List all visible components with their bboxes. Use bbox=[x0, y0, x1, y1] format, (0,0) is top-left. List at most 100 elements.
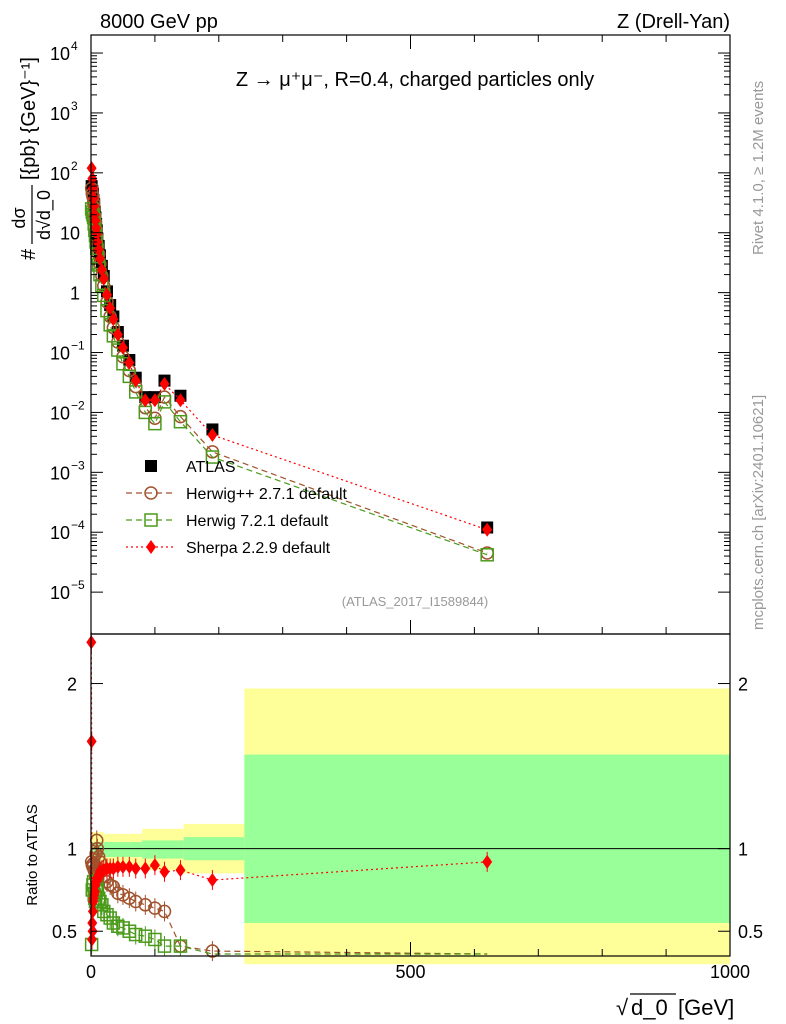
main-ytick-exp-2: −3 bbox=[71, 458, 85, 472]
ylabel-bottom: Ratio to ATLAS bbox=[24, 804, 41, 905]
header-left: 8000 GeV pp bbox=[100, 11, 218, 33]
analysis-watermark: (ATLAS_2017_I1589844) bbox=[342, 594, 488, 609]
ratio-point-herwig-2-7-1-default-10 bbox=[91, 850, 106, 864]
ylabel-prefix: # bbox=[18, 248, 40, 260]
ratio-band-inner-2 bbox=[142, 840, 184, 859]
legend-marker-3 bbox=[146, 540, 156, 554]
ratio-point-herwig-7-2-1-default-20 bbox=[128, 927, 143, 942]
ratio-point-herwig-2-7-1-default-20 bbox=[128, 894, 143, 909]
ratio-point-herwig-2-7-1-default-23 bbox=[157, 904, 172, 919]
ratio-ytick-label-left-0: 0.5 bbox=[52, 922, 77, 942]
ratio-point-herwig-7-2-1-default-15 bbox=[103, 911, 117, 925]
main-point-herwig-7-2-1-default-25 bbox=[205, 450, 220, 464]
main-ytick-label-1: 10 bbox=[50, 523, 70, 543]
main-ytick-label-8: 10 bbox=[50, 104, 70, 124]
ratio-point-sherpa-2-2-9-default-21 bbox=[112, 859, 123, 874]
ratio-band-inner-1 bbox=[103, 842, 143, 857]
ylabel-denominator: d√d_0 bbox=[34, 190, 55, 240]
ratio-point-herwig-2-7-1-default-22 bbox=[148, 901, 162, 915]
ratio-point-sherpa-2-2-9-default-22 bbox=[117, 859, 128, 874]
ratio-ytick-label-right-1: 1 bbox=[738, 840, 748, 860]
ratio-ytick-label-left-1: 1 bbox=[67, 840, 77, 860]
main-ytick-exp-0: −5 bbox=[71, 578, 85, 592]
ratio-point-herwig-7-2-1-default-16 bbox=[106, 916, 121, 930]
xtick-label-2: 1000 bbox=[710, 962, 750, 982]
main-ytick-label-0: 10 bbox=[50, 583, 70, 603]
ratio-band-inner-4 bbox=[244, 754, 731, 923]
ratio-point-sherpa-2-2-9-default-1 bbox=[86, 734, 97, 749]
rivet-label: Rivet 4.1.0, ≥ 1.2M events bbox=[750, 81, 767, 255]
main-point-herwig-2-7-1-default-25 bbox=[205, 445, 220, 459]
ylabel-suffix: [{pb} {GeV}⁻¹] bbox=[18, 57, 40, 180]
main-point-sherpa-2-2-9-default-11 bbox=[94, 251, 105, 266]
ratio-point-herwig-2-7-1-default-21 bbox=[138, 898, 153, 912]
ratio-point-sherpa-2-2-9-default-23 bbox=[124, 859, 135, 874]
xlabel-unit: [GeV] bbox=[678, 995, 734, 1020]
legend-label-1: Herwig++ 2.7.1 default bbox=[186, 486, 348, 503]
main-point-sherpa-2-2-9-default-14 bbox=[101, 287, 112, 302]
ratio-point-sherpa-2-2-9-default-2 bbox=[86, 932, 97, 947]
ylabel-numerator: dσ bbox=[9, 207, 29, 228]
legend-label-2: Herwig 7.2.1 default bbox=[186, 513, 329, 530]
legend-marker-2 bbox=[144, 513, 158, 527]
main-point-sherpa-2-2-9-default-18 bbox=[117, 340, 128, 355]
main-point-sherpa-2-2-9-default-0 bbox=[86, 161, 97, 176]
legend-marker-0 bbox=[145, 460, 157, 472]
main-ytick-exp-9: 4 bbox=[71, 39, 78, 53]
main-ytick-label-2: 10 bbox=[50, 463, 70, 483]
xtick-label-0: 0 bbox=[86, 962, 96, 982]
header-right: Z (Drell-Yan) bbox=[617, 11, 730, 33]
ratio-ytick-label-right-2: 2 bbox=[738, 675, 748, 695]
main-ytick-label-7: 10 bbox=[50, 164, 70, 184]
main-ytick-exp-7: 2 bbox=[71, 159, 78, 173]
ratio-point-herwig-7-2-1-default-23 bbox=[157, 939, 172, 953]
main-ytick-label-6: 10 bbox=[60, 224, 80, 244]
main-ytick-label-9: 10 bbox=[50, 44, 70, 64]
legend-marker-1 bbox=[144, 486, 158, 500]
main-ytick-exp-4: −1 bbox=[71, 339, 85, 353]
plot-title: Z → μ⁺μ⁻, R=0.4, charged particles only bbox=[236, 69, 594, 91]
legend-label-0: ATLAS bbox=[186, 459, 236, 476]
main-point-sherpa-2-2-9-default-26 bbox=[482, 522, 493, 537]
main-line-herwig-7-2-1-default bbox=[91, 208, 488, 556]
ratio-point-sherpa-2-2-9-default-26 bbox=[149, 858, 160, 873]
main-ytick-label-3: 10 bbox=[50, 403, 70, 423]
ratio-ytick-label-right-0: 0.5 bbox=[738, 922, 763, 942]
main-point-sherpa-2-2-9-default-22 bbox=[149, 393, 160, 408]
ratio-point-sherpa-2-2-9-default-30 bbox=[482, 854, 493, 869]
main-ytick-exp-3: −2 bbox=[71, 398, 85, 412]
main-point-sherpa-2-2-9-default-24 bbox=[175, 393, 186, 408]
main-line-sherpa-2-2-9-default bbox=[91, 168, 488, 531]
main-point-sherpa-2-2-9-default-21 bbox=[140, 393, 151, 408]
main-point-sherpa-2-2-9-default-15 bbox=[105, 301, 116, 316]
main-ytick-exp-8: 3 bbox=[71, 99, 78, 113]
ratio-point-sherpa-2-2-9-default-28 bbox=[175, 863, 186, 878]
main-point-sherpa-2-2-9-default-25 bbox=[207, 427, 218, 442]
main-point-sherpa-2-2-9-default-19 bbox=[124, 355, 135, 370]
ratio-point-herwig-7-2-1-default-24 bbox=[173, 939, 188, 953]
main-point-sherpa-2-2-9-default-4 bbox=[89, 198, 100, 213]
ratio-point-sherpa-2-2-9-default-29 bbox=[207, 873, 218, 888]
ratio-point-sherpa-2-2-9-default-24 bbox=[130, 861, 141, 876]
ratio-ytick-label-left-2: 2 bbox=[67, 675, 77, 695]
xlabel-var: d_0 bbox=[631, 995, 668, 1020]
main-point-sherpa-2-2-9-default-23 bbox=[159, 376, 170, 391]
main-ytick-exp-1: −4 bbox=[71, 518, 85, 532]
main-point-herwig-7-2-1-default-26 bbox=[480, 548, 494, 562]
ratio-point-herwig-7-2-1-default-21 bbox=[138, 929, 153, 943]
main-ytick-label-5: 1 bbox=[70, 284, 80, 304]
ratio-point-sherpa-2-2-9-default-25 bbox=[140, 861, 151, 876]
main-point-sherpa-2-2-9-default-20 bbox=[130, 373, 141, 388]
ratio-point-sherpa-2-2-9-default-27 bbox=[159, 864, 170, 879]
xlabel-root: √ bbox=[616, 995, 629, 1020]
main-point-sherpa-2-2-9-default-16 bbox=[108, 312, 119, 327]
legend-label-3: Sherpa 2.2.9 default bbox=[186, 540, 331, 557]
mcplots-label: mcplots.cern.ch [arXiv:2401.10621] bbox=[750, 395, 767, 630]
main-point-herwig-7-2-1-default-22 bbox=[148, 416, 162, 431]
main-point-sherpa-2-2-9-default-8 bbox=[91, 227, 102, 242]
main-point-sherpa-2-2-9-default-13 bbox=[98, 271, 109, 286]
main-point-sherpa-2-2-9-default-17 bbox=[112, 327, 123, 342]
ratio-point-herwig-2-7-1-default-7 bbox=[89, 846, 103, 861]
ratio-point-herwig-2-7-1-default-16 bbox=[106, 879, 121, 894]
